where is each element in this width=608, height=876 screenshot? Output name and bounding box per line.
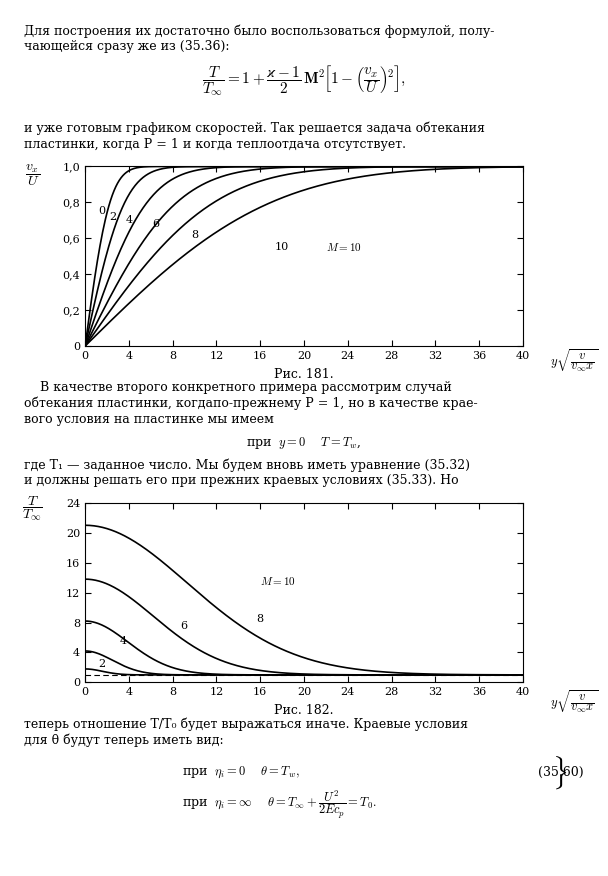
Text: 2: 2: [98, 659, 105, 668]
Text: и уже готовым графиком скоростей. Так решается задача обтекания: и уже готовым графиком скоростей. Так ре…: [24, 122, 485, 135]
Text: 0: 0: [98, 207, 105, 216]
Text: (35.60): (35.60): [538, 766, 584, 779]
Text: вого условия на пластинке мы имеем: вого условия на пластинке мы имеем: [24, 413, 274, 426]
Text: при  $\eta_i = \infty$    $\theta = T_{\infty} + \dfrac{U^2}{2Ec_p} = T_0.$: при $\eta_i = \infty$ $\theta = T_{\inft…: [182, 789, 377, 822]
Text: Рис. 182.: Рис. 182.: [274, 704, 334, 717]
Text: $y\sqrt{\dfrac{v}{v_{\infty}x}}$: $y\sqrt{\dfrac{v}{v_{\infty}x}}$: [550, 688, 598, 715]
Text: $y\sqrt{\dfrac{v}{v_{\infty}x}}$: $y\sqrt{\dfrac{v}{v_{\infty}x}}$: [550, 347, 598, 374]
Y-axis label: $\dfrac{v_x}{U}$: $\dfrac{v_x}{U}$: [25, 163, 40, 188]
Text: Рис. 181.: Рис. 181.: [274, 368, 334, 381]
Text: 8: 8: [257, 614, 264, 624]
Text: пластинки, когда P = 1 и когда теплоотдача отсутствует.: пластинки, когда P = 1 и когда теплоотда…: [24, 138, 406, 151]
Text: для θ будут теперь иметь вид:: для θ будут теперь иметь вид:: [24, 733, 224, 746]
Text: и должны решать его при прежних краевых условиях (35.33). Но: и должны решать его при прежних краевых …: [24, 474, 459, 487]
Text: обтекания пластинки, когдапо-прежнему P = 1, но в качестве крае-: обтекания пластинки, когдапо-прежнему P …: [24, 397, 478, 410]
Text: 4: 4: [125, 215, 133, 225]
Text: при  $y = 0$    $T = T_w$,: при $y = 0$ $T = T_w$,: [246, 435, 362, 451]
Text: чающейся сразу же из (35.36):: чающейся сразу же из (35.36):: [24, 40, 230, 53]
Text: $\dfrac{T}{T_{\infty}} = 1 + \dfrac{\varkappa - 1}{2}\,\mathbf{M}^2\!\left[1 - \: $\dfrac{T}{T_{\infty}} = 1 + \dfrac{\var…: [202, 65, 406, 98]
Text: Для построения их достаточно было воспользоваться формулой, полу-: Для построения их достаточно было воспол…: [24, 25, 495, 38]
Text: В качестве второго конкретного примера рассмотрим случай: В качестве второго конкретного примера р…: [24, 381, 452, 394]
Text: где T₁ — заданное число. Мы будем вновь иметь уравнение (35.32): где T₁ — заданное число. Мы будем вновь …: [24, 458, 471, 471]
Text: 6: 6: [180, 621, 187, 632]
Text: $M=10$: $M=10$: [326, 241, 362, 253]
Text: 10: 10: [275, 243, 289, 252]
Text: $M=10$: $M=10$: [260, 576, 296, 588]
Y-axis label: $\dfrac{T}{T_{\infty}}$: $\dfrac{T}{T_{\infty}}$: [22, 494, 43, 523]
Text: $\}$: $\}$: [552, 754, 567, 791]
Text: 6: 6: [153, 219, 160, 229]
Text: теперь отношение T/T₀ будет выражаться иначе. Краевые условия: теперь отношение T/T₀ будет выражаться и…: [24, 717, 468, 731]
Text: 2: 2: [109, 212, 116, 222]
Text: при  $\eta_i = 0$    $\theta = T_w,$: при $\eta_i = 0$ $\theta = T_w,$: [182, 765, 300, 781]
Text: 8: 8: [191, 230, 198, 240]
Text: 4: 4: [120, 636, 127, 646]
